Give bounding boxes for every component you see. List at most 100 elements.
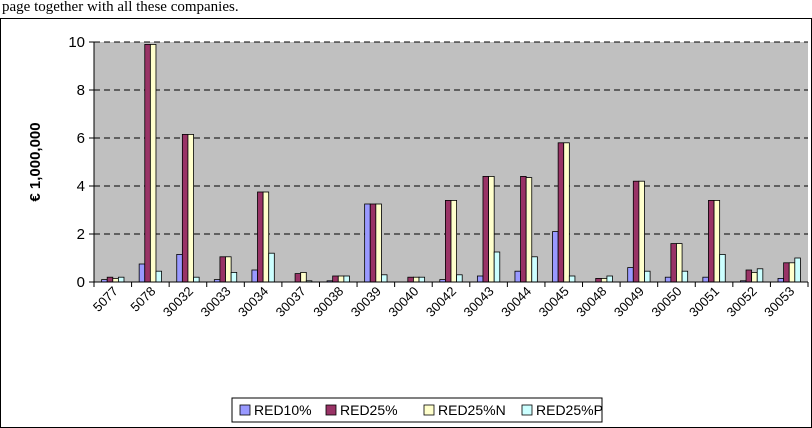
top-text-fragment: page together with all these companies. <box>2 0 239 15</box>
bar-red25pctn-30032 <box>187 134 194 283</box>
x-tick-label: 30032 <box>160 284 196 320</box>
y-tick-label: 2 <box>77 226 85 243</box>
bar-red25pct-30040 <box>407 276 414 283</box>
bar-red10pct-30045 <box>552 231 559 283</box>
x-tick-label: 5077 <box>90 284 121 315</box>
bar-red10pct-5078 <box>138 263 146 283</box>
bar-red25pctp-30033 <box>230 271 238 283</box>
bar-red25pct-30045 <box>557 142 565 283</box>
bar-red10pct-30049 <box>627 267 634 283</box>
legend-label: RED25% <box>340 402 398 418</box>
bar-red25pct-30034 <box>257 191 264 283</box>
x-tick-label: 30050 <box>648 284 684 320</box>
legend-swatch <box>239 404 251 416</box>
bar-red25pctn-30040 <box>413 276 420 283</box>
grid-lines <box>94 41 808 235</box>
y-tick-label: 0 <box>77 274 85 291</box>
bar-red25pctp-30052 <box>756 268 764 283</box>
x-tick-label: 30053 <box>761 284 797 320</box>
bar-red25pct-5077 <box>106 276 114 283</box>
bar-red25pctn-30052 <box>751 271 758 283</box>
bar-red25pctn-30037 <box>300 271 307 283</box>
x-tick-label: 30049 <box>611 284 647 320</box>
bar-red25pctn-30044 <box>525 177 533 283</box>
bar-red10pct-30032 <box>176 253 183 283</box>
x-tick-label: 30044 <box>498 284 534 320</box>
bar-red25pct-30053 <box>783 262 790 283</box>
bar-red10pct-30053 <box>777 277 785 283</box>
x-tick-label: 30045 <box>536 284 572 320</box>
x-tick-label: 30052 <box>724 284 760 320</box>
x-tick-label: 30038 <box>310 284 346 320</box>
bar-red25pctn-30053 <box>788 262 796 283</box>
bar-red25pctp-30050 <box>681 270 689 283</box>
y-tick-label: 8 <box>77 82 85 99</box>
legend-label: RED10% <box>254 402 312 418</box>
bar-red25pct-30032 <box>181 134 189 283</box>
bar-red25pctn-30050 <box>676 243 683 283</box>
bar-red25pct-30048 <box>595 277 602 283</box>
x-tick-label: 30040 <box>385 284 421 320</box>
bar-red25pctn-30038 <box>337 275 345 283</box>
bar-red25pct-5078 <box>144 43 151 283</box>
bar-red25pctp-30051 <box>719 253 726 283</box>
bar-red25pct-30052 <box>745 269 753 283</box>
bar-red25pct-30049 <box>632 180 640 283</box>
bar-red25pctn-30043 <box>488 175 495 283</box>
bar-red25pct-30050 <box>670 243 677 283</box>
y-tick-labels: 0 2 4 6 8 10 <box>68 34 85 291</box>
bar-red25pctp-30042 <box>456 274 463 283</box>
x-tick-label: 5078 <box>127 284 158 315</box>
bar-red25pctp-30034 <box>268 252 275 283</box>
legend-swatch <box>521 404 533 416</box>
bar-red25pct-30042 <box>444 199 452 283</box>
bar-red25pctn-30039 <box>375 203 382 283</box>
bar-red25pctn-30049 <box>638 180 645 283</box>
y-axis-label: € 1,000,000 <box>27 122 44 201</box>
bar-red25pctp-5077 <box>117 276 125 283</box>
bar-red25pctn-30048 <box>600 277 608 283</box>
x-tick-label: 30037 <box>273 284 309 320</box>
bar-red25pctn-30045 <box>563 142 570 283</box>
y-tick-label: 6 <box>77 130 85 147</box>
bar-red25pctp-30038 <box>343 275 350 283</box>
bar-red25pctp-5078 <box>155 270 162 283</box>
bar-red25pctp-30032 <box>193 276 200 283</box>
bar-red10pct-30039 <box>364 203 371 283</box>
x-tick-label: 30048 <box>573 284 609 320</box>
bar-red25pct-30039 <box>369 203 377 283</box>
bar-red25pctn-30042 <box>450 199 457 283</box>
bar-red25pctn-30034 <box>262 191 270 283</box>
bar-red25pct-30051 <box>708 199 715 283</box>
bar-red25pctp-30039 <box>381 274 388 283</box>
x-tick-label: 30034 <box>235 284 271 320</box>
bar-red25pct-30037 <box>294 273 302 283</box>
y-tick-label: 4 <box>77 178 85 195</box>
y-tick-label: 10 <box>68 34 85 51</box>
bar-red25pctp-30044 <box>531 256 538 283</box>
x-tick-label: 30033 <box>197 284 233 320</box>
bar-red25pctn-30033 <box>225 256 232 283</box>
legend-swatch <box>423 404 435 416</box>
bar-red25pct-30043 <box>482 175 489 283</box>
bar-red25pctp-30049 <box>644 270 651 283</box>
bar-red10pct-30051 <box>702 276 709 283</box>
bar-red25pct-30044 <box>520 175 527 283</box>
bar-red25pctp-30048 <box>606 275 613 283</box>
bar-red25pctp-30043 <box>493 251 501 283</box>
bar-red10pct-30034 <box>251 269 258 283</box>
bar-red25pctn-5077 <box>112 277 119 283</box>
legend-label: RED25%N <box>438 402 506 418</box>
x-tick-label: 30042 <box>423 284 459 320</box>
bar-red10pct-30050 <box>664 276 672 283</box>
bar-red10pct-30043 <box>476 275 484 283</box>
legend-label: RED25%P <box>536 402 603 418</box>
bar-red25pct-30038 <box>332 275 339 283</box>
bar-red25pctp-30045 <box>568 275 576 283</box>
x-tick-label: 30043 <box>461 284 497 320</box>
axes <box>89 41 809 287</box>
legend: RED10% RED25% RED25%N RED25%P <box>231 397 603 423</box>
bar-red25pctn-30051 <box>713 199 721 283</box>
x-tick-label: 30039 <box>348 284 384 320</box>
